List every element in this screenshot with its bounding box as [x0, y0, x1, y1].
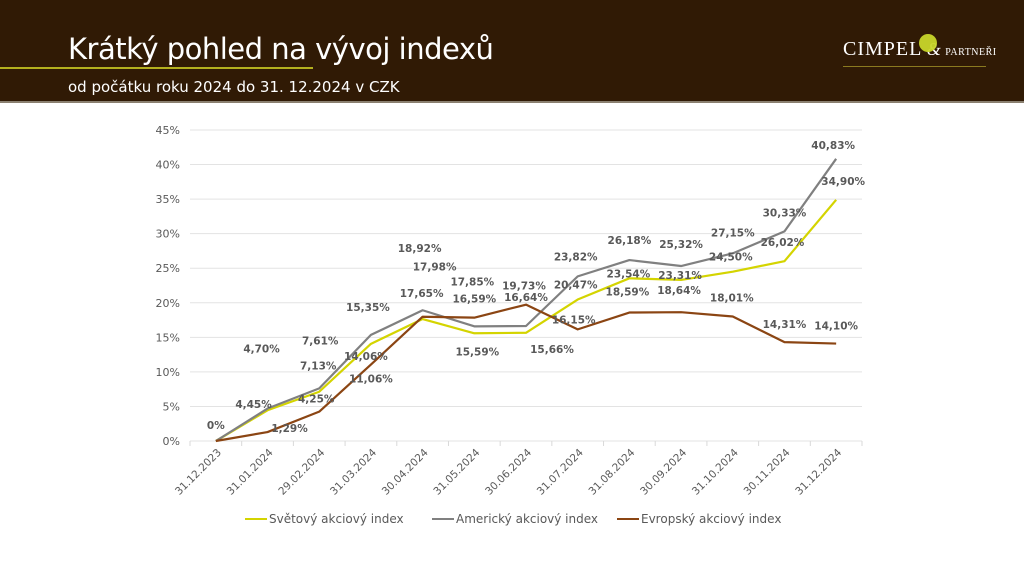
legend-item: Světový akciový index — [245, 512, 404, 526]
data-label: 17,85% — [450, 277, 494, 289]
page-subtitle: od počátku roku 2024 do 31. 12.2024 v CZ… — [68, 78, 400, 96]
y-tick-label: 25% — [156, 262, 180, 275]
page-title: Krátký pohled na vývoj indexů — [68, 32, 494, 66]
data-label: 4,25% — [298, 394, 335, 406]
data-label: 7,13% — [300, 361, 337, 373]
data-label: 19,73% — [502, 281, 546, 293]
data-label: 16,59% — [452, 293, 496, 305]
logo-sub-text: PARTNEŘI — [945, 47, 997, 58]
data-label: 23,31% — [658, 270, 702, 282]
legend-label: Světový akciový index — [269, 512, 404, 526]
data-label: 18,92% — [398, 243, 442, 255]
data-label: 23,82% — [554, 251, 598, 263]
x-tick-label: 29.02.2024 — [276, 446, 327, 497]
data-label: 7,61% — [302, 335, 339, 347]
legend-swatch — [432, 517, 454, 520]
series-line-2 — [215, 158, 838, 442]
y-tick-label: 30% — [156, 228, 180, 241]
y-tick-label: 40% — [156, 159, 180, 172]
legend-label: Evropský akciový index — [641, 512, 782, 526]
data-label: 18,64% — [657, 285, 701, 297]
legend-label: Americký akciový index — [456, 512, 599, 526]
data-label: 30,33% — [763, 207, 807, 219]
logo-underline — [843, 66, 986, 67]
y-tick-label: 35% — [156, 193, 180, 206]
series-line-3 — [215, 303, 837, 443]
slide-header: Krátký pohled na vývoj indexů od počátku… — [0, 0, 1024, 102]
y-tick-label: 20% — [156, 297, 180, 310]
x-tick-label: 30.11.2024 — [742, 446, 793, 497]
data-label: 17,98% — [413, 262, 457, 274]
legend-swatch — [617, 517, 639, 520]
data-label: 15,66% — [530, 344, 574, 356]
x-tick-label: 31.12.2024 — [793, 446, 844, 497]
data-label: 16,15% — [552, 314, 596, 326]
data-label: 16,64% — [504, 292, 548, 304]
data-label: 40,83% — [811, 140, 855, 152]
title-underline — [0, 67, 313, 69]
data-label: 15,59% — [455, 346, 499, 358]
y-tick-label: 10% — [156, 366, 180, 379]
x-tick-label: 31.12.2023 — [173, 447, 224, 498]
x-tick-label: 31.05.2024 — [431, 446, 482, 497]
series-line-1 — [215, 199, 837, 442]
data-label: 18,01% — [710, 293, 754, 305]
data-label: 18,59% — [606, 287, 650, 299]
header-divider — [0, 101, 1024, 103]
data-label: 4,45% — [235, 399, 272, 411]
legend-item: Americký akciový index — [432, 512, 598, 526]
logo-main-text: CIMPEL — [843, 38, 923, 60]
data-label: 17,65% — [400, 288, 444, 300]
data-label: 24,50% — [709, 252, 753, 264]
leaf-icon — [919, 34, 937, 52]
data-label: 4,70% — [243, 344, 280, 356]
x-tick-label: 31.08.2024 — [587, 446, 638, 497]
data-label: 27,15% — [711, 227, 755, 239]
data-label: 14,10% — [814, 321, 858, 333]
legend-item: Evropský akciový index — [617, 512, 781, 526]
y-tick-label: 5% — [163, 400, 180, 413]
data-label: 34,90% — [821, 176, 865, 188]
x-tick-label: 30.09.2024 — [638, 446, 689, 497]
company-logo: CIMPEL & PARTNEŘI — [843, 34, 997, 68]
x-tick-label: 30.04.2024 — [380, 446, 431, 497]
data-label: 11,06% — [349, 374, 393, 386]
data-label: 26,02% — [761, 237, 805, 249]
y-tick-label: 0% — [163, 435, 180, 448]
data-label: 14,31% — [763, 319, 807, 331]
x-tick-label: 31.10.2024 — [690, 446, 741, 497]
data-label: 14,06% — [344, 351, 388, 363]
x-tick-label: 31.01.2024 — [225, 446, 276, 497]
data-label: 1,29% — [271, 423, 308, 435]
data-label: 23,54% — [607, 268, 651, 280]
data-label: 25,32% — [659, 239, 703, 251]
data-label: 0% — [207, 420, 225, 432]
x-tick-label: 31.03.2024 — [328, 446, 379, 497]
chart-legend: Světový akciový index Americký akciový in… — [0, 512, 1024, 532]
data-label: 20,47% — [554, 280, 598, 292]
legend-swatch — [245, 517, 267, 520]
data-label: 26,18% — [608, 235, 652, 247]
x-tick-label: 30.06.2024 — [483, 446, 534, 497]
x-tick-label: 31.07.2024 — [535, 446, 586, 497]
data-label: 15,35% — [346, 302, 390, 314]
y-tick-label: 15% — [156, 331, 180, 344]
y-tick-label: 45% — [156, 124, 180, 137]
